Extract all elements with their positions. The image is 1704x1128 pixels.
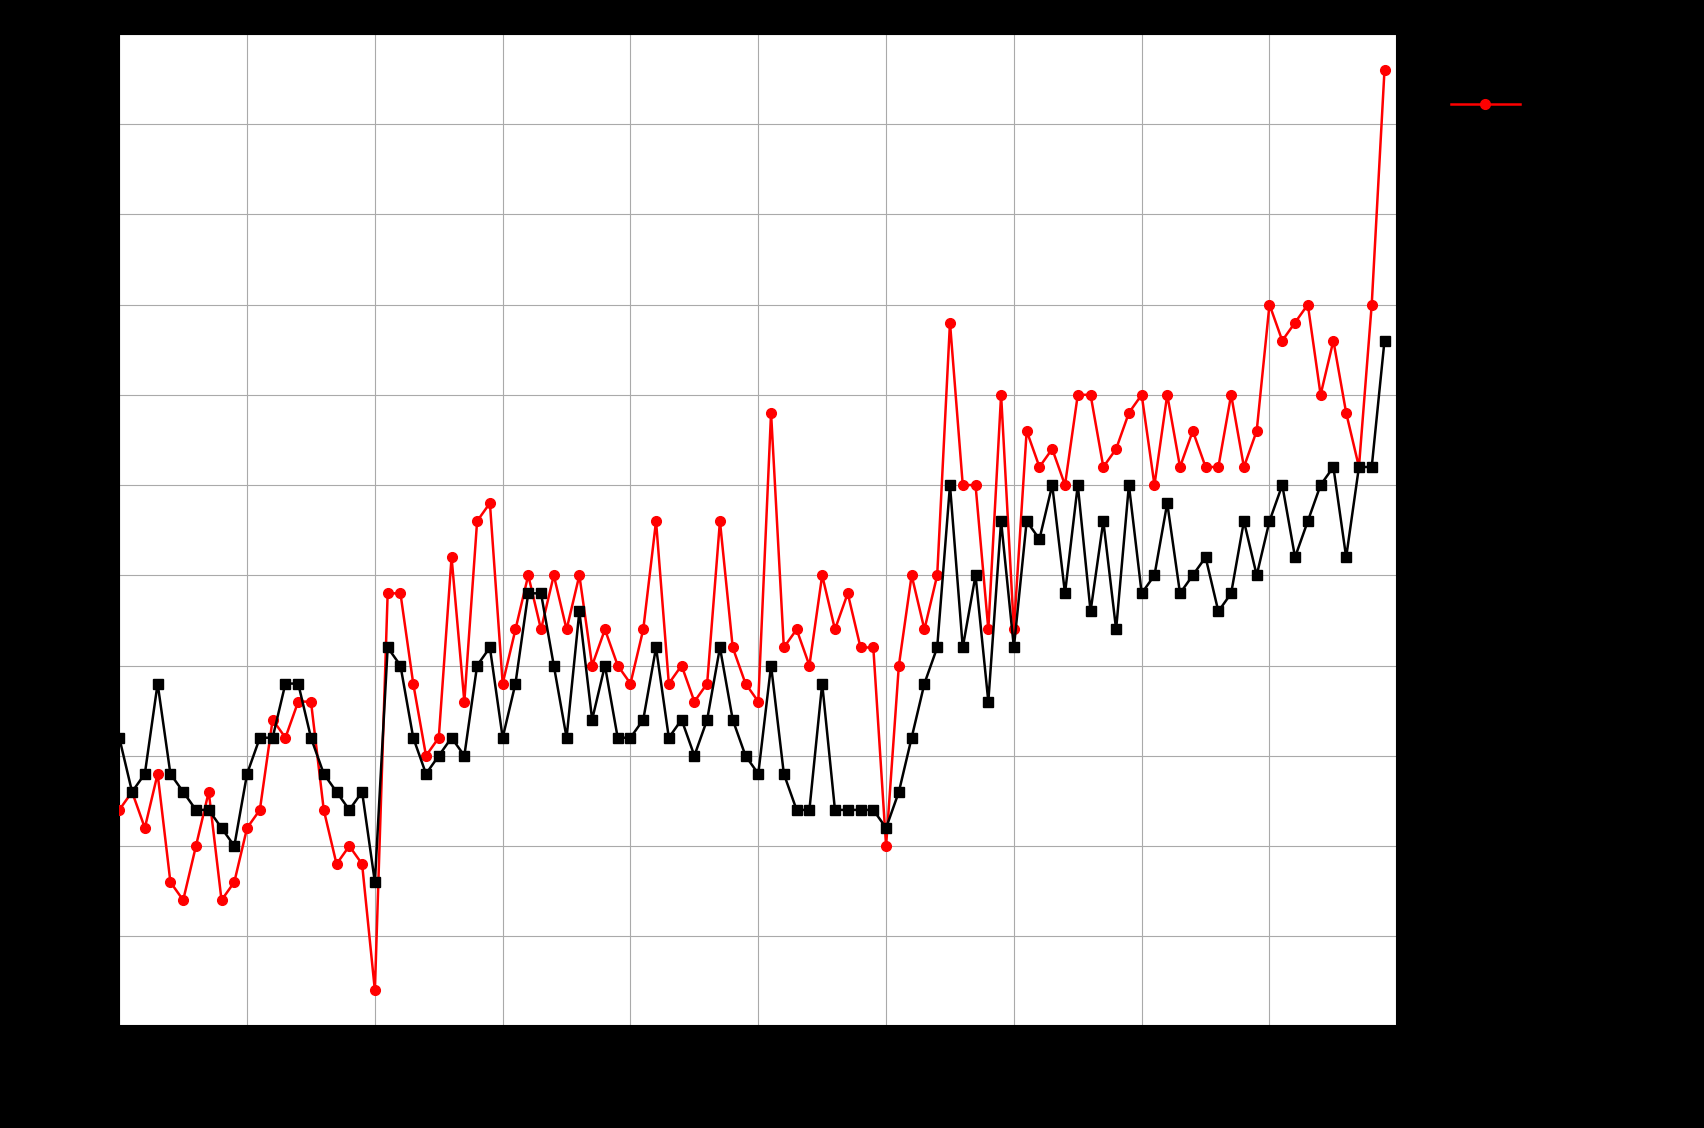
仙台 [876, 839, 896, 853]
仙台 [774, 641, 794, 654]
15地点 [1373, 334, 1394, 347]
15地点 [365, 875, 385, 889]
15地点 [774, 767, 794, 781]
仙台 [353, 857, 373, 871]
仙台 [1324, 334, 1344, 347]
15地点 [109, 731, 130, 744]
15地点 [1285, 550, 1305, 564]
Legend: 仙台, 15地点: 仙台, 15地点 [1436, 78, 1624, 229]
仙台 [365, 984, 385, 997]
Line: 15地点: 15地点 [114, 336, 1389, 887]
X-axis label: (年): (年) [741, 1078, 775, 1103]
15地点 [876, 821, 896, 835]
15地点 [1324, 460, 1344, 474]
Line: 仙台: 仙台 [114, 65, 1389, 995]
仙台 [109, 803, 130, 817]
15地点 [353, 785, 373, 799]
仙台 [1285, 316, 1305, 329]
仙台 [416, 749, 436, 763]
15地点 [416, 767, 436, 781]
仙台 [1373, 63, 1394, 77]
